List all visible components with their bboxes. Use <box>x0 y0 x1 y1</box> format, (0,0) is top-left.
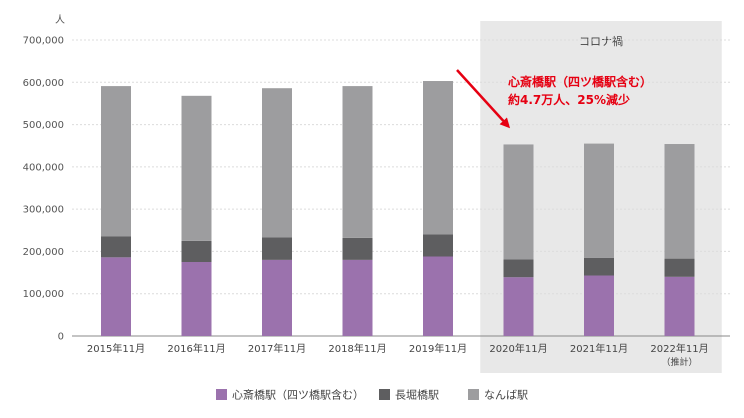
x-category-label: 2020年11月 <box>489 342 547 355</box>
bar-segment-series-2-cat-6 <box>584 143 614 258</box>
y-tick-label: 0 <box>58 332 64 343</box>
x-category-label: 2022年11月 <box>650 342 708 355</box>
y-tick-label: 100,000 <box>23 289 64 300</box>
y-tick-label: 600,000 <box>23 78 64 89</box>
bar-segment-series-0-cat-1 <box>181 262 212 336</box>
covid-period-label: コロナ禍 <box>579 34 623 48</box>
x-category-sublabel: （推計） <box>661 356 697 368</box>
legend-label-0: 心斎橋駅（四ツ橋駅含む） <box>232 388 364 402</box>
bar-segment-series-0-cat-6 <box>584 275 614 336</box>
y-tick-label: 200,000 <box>23 247 64 258</box>
x-category-label: 2021年11月 <box>570 342 628 355</box>
x-category-label: 2018年11月 <box>328 342 386 355</box>
bar-segment-series-0-cat-7 <box>664 276 695 336</box>
annotation-arrow <box>456 69 511 129</box>
bar-segment-series-1-cat-4 <box>423 234 453 257</box>
bar-segment-series-2-cat-1 <box>181 95 212 241</box>
bar-segment-series-0-cat-4 <box>423 256 453 336</box>
bar-segment-series-0-cat-3 <box>342 259 373 336</box>
y-axis-unit-label: 人 <box>55 14 65 26</box>
legend-swatch-0 <box>216 389 227 400</box>
annotation-line-2: 約4.7万人、25%減少 <box>508 92 630 107</box>
legend-swatch-2 <box>468 389 479 400</box>
y-tick-label: 400,000 <box>23 162 64 173</box>
bar-segment-series-2-cat-3 <box>342 86 373 238</box>
legend-swatch-1 <box>379 389 390 400</box>
bar-segment-series-1-cat-1 <box>181 240 212 262</box>
x-category-label: 2016年11月 <box>167 342 225 355</box>
bar-segment-series-0-cat-0 <box>101 257 131 336</box>
bar-segment-series-2-cat-0 <box>101 86 131 237</box>
y-tick-label: 700,000 <box>23 36 64 47</box>
legend-label-2: なんば駅 <box>484 389 528 402</box>
bar-segment-series-0-cat-2 <box>262 259 292 336</box>
y-tick-label: 300,000 <box>23 205 64 216</box>
bar-segment-series-2-cat-4 <box>423 81 453 235</box>
x-category-label: 2019年11月 <box>409 342 467 355</box>
bar-segment-series-1-cat-2 <box>262 237 292 260</box>
bar-segment-series-2-cat-5 <box>503 144 534 260</box>
bar-segment-series-1-cat-0 <box>101 236 131 258</box>
legend-label-1: 長堀橋駅 <box>395 388 439 402</box>
bar-segment-series-2-cat-2 <box>262 88 292 238</box>
bar-segment-series-1-cat-3 <box>342 237 373 260</box>
y-tick-label: 500,000 <box>23 120 64 131</box>
x-category-label: 2017年11月 <box>248 342 306 355</box>
bar-segment-series-0-cat-5 <box>503 277 534 336</box>
bar-segment-series-1-cat-6 <box>584 257 614 276</box>
bar-segment-series-2-cat-7 <box>664 144 695 259</box>
bar-segment-series-1-cat-5 <box>503 259 534 278</box>
bar-segment-series-1-cat-7 <box>664 258 695 277</box>
annotation-line-1: 心斎橋駅（四ツ橋駅含む） <box>508 74 652 89</box>
x-category-label: 2015年11月 <box>87 342 145 355</box>
